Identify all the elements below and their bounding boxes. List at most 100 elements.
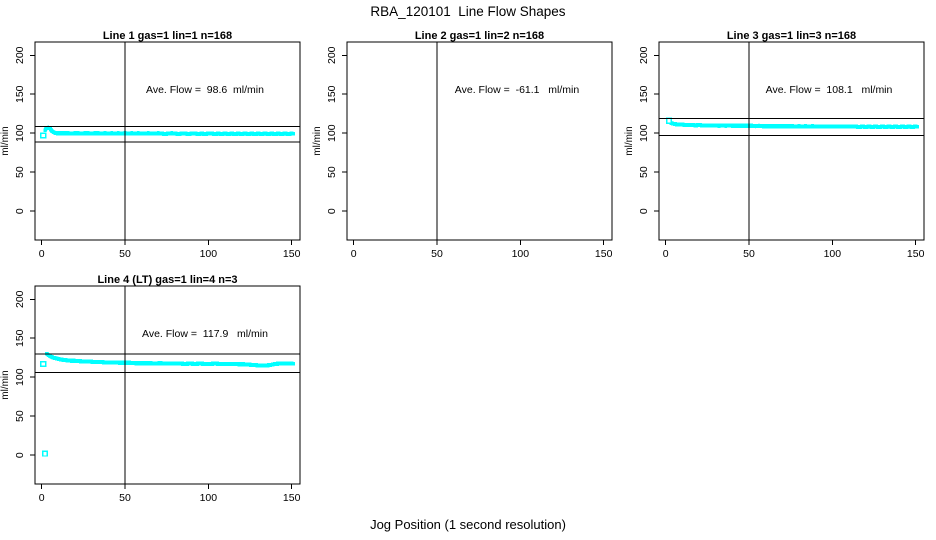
data-point xyxy=(228,362,232,366)
data-point xyxy=(767,124,771,128)
data-point xyxy=(178,361,182,366)
x-tick-label: 0 xyxy=(663,248,669,260)
data-point xyxy=(827,124,831,129)
x-tick-label: 150 xyxy=(283,492,301,504)
data-point xyxy=(223,362,227,366)
data-point xyxy=(707,123,711,128)
data-point xyxy=(890,125,895,129)
y-axis-label: ml/min xyxy=(0,370,11,400)
data-point xyxy=(66,131,71,135)
y-tick-label: 150 xyxy=(638,85,650,103)
data-point xyxy=(877,125,881,129)
data-point xyxy=(159,131,164,136)
data-point xyxy=(236,131,241,136)
data-point xyxy=(843,124,848,129)
data-point xyxy=(193,131,197,136)
axis-box xyxy=(34,285,301,485)
data-point xyxy=(813,124,818,129)
figure-title: RBA_120101 Line Flow Shapes xyxy=(370,4,566,19)
data-point xyxy=(206,131,211,136)
data-point xyxy=(291,131,296,136)
panel-line-2: Line 2 gas=1 lin=2 n=168 0 50 100 150 0 50 100… xyxy=(312,28,624,278)
y-tick-label: 50 xyxy=(14,410,26,422)
data-point xyxy=(259,132,264,136)
data-point xyxy=(69,359,74,363)
data-point xyxy=(243,131,247,136)
plot-svg-line-3: 0 50 100 150 0 50 100 150 200 xyxy=(638,41,925,260)
y-tick-label: 50 xyxy=(638,166,650,178)
y-tick-label: 150 xyxy=(14,85,26,103)
x-tick-label: 100 xyxy=(200,492,218,504)
x-tick-label: 150 xyxy=(595,248,613,260)
data-point xyxy=(173,361,177,366)
y-tick-label: 200 xyxy=(638,46,650,64)
data-point xyxy=(136,131,141,135)
data-point xyxy=(763,124,768,128)
ave-flow-annotation: Ave. Flow = 117.9 ml/min xyxy=(142,328,268,340)
data-point xyxy=(143,361,147,365)
y-tick-label: 100 xyxy=(14,368,26,386)
y-tick-label: 100 xyxy=(638,124,650,142)
data-point xyxy=(166,131,171,136)
data-point xyxy=(693,123,698,128)
data-point xyxy=(853,124,858,129)
data-point xyxy=(248,363,252,367)
x-tick-label: 50 xyxy=(743,248,755,260)
data-point xyxy=(833,124,838,129)
data-point xyxy=(83,131,87,135)
data-point xyxy=(79,131,84,136)
data-point xyxy=(229,131,234,136)
data-point xyxy=(883,125,888,129)
data-point xyxy=(56,357,61,361)
data-point xyxy=(697,123,701,127)
data-point xyxy=(790,124,795,128)
y-tick-label: 200 xyxy=(326,46,338,64)
data-point xyxy=(269,131,274,136)
x-tick-label: 50 xyxy=(119,492,131,504)
x-tick-label: 150 xyxy=(907,248,925,260)
data-point xyxy=(226,132,231,136)
data-point xyxy=(109,131,114,135)
data-point xyxy=(727,123,731,128)
data-point xyxy=(887,124,891,129)
data-point xyxy=(850,124,855,129)
y-axis-label: ml/min xyxy=(624,126,635,156)
plot-svg-line-1: 0 50 100 150 0 50 100 150 200 xyxy=(14,41,301,260)
data-point xyxy=(903,125,908,129)
data-point xyxy=(239,132,244,136)
panel-title: Line 3 gas=1 lin=3 n=168 xyxy=(726,30,857,42)
data-point xyxy=(216,131,221,136)
data-point xyxy=(209,131,214,136)
data-point xyxy=(870,125,875,129)
data-point xyxy=(720,123,725,128)
data-point xyxy=(86,131,91,135)
data-point xyxy=(740,124,745,128)
data-point xyxy=(266,132,271,136)
data-point xyxy=(93,131,97,135)
data-point xyxy=(66,358,71,363)
data-point xyxy=(76,131,81,135)
data-point xyxy=(116,131,121,135)
data-point xyxy=(246,132,251,136)
y-tick-label: 200 xyxy=(14,290,26,308)
data-point xyxy=(108,360,112,365)
x-tick-label: 0 xyxy=(39,248,45,260)
data-point-open xyxy=(41,450,49,457)
data-point xyxy=(203,132,207,136)
panel-title: Line 4 (LT) gas=1 lin=4 n=3 xyxy=(97,274,238,286)
data-point xyxy=(73,359,77,363)
data-point xyxy=(897,125,901,129)
data-point xyxy=(103,360,107,365)
data-point xyxy=(803,124,808,128)
x-tick-label: 0 xyxy=(351,248,357,260)
x-tick-label: 100 xyxy=(200,248,218,260)
data-point xyxy=(48,126,52,130)
data-point xyxy=(223,131,227,136)
data-point xyxy=(723,124,728,128)
data-point xyxy=(156,131,161,135)
y-tick-label: 0 xyxy=(638,208,650,214)
data-point xyxy=(279,132,284,136)
x-tick-label: 0 xyxy=(39,492,45,504)
data-point xyxy=(753,124,758,128)
data-point xyxy=(113,360,117,365)
